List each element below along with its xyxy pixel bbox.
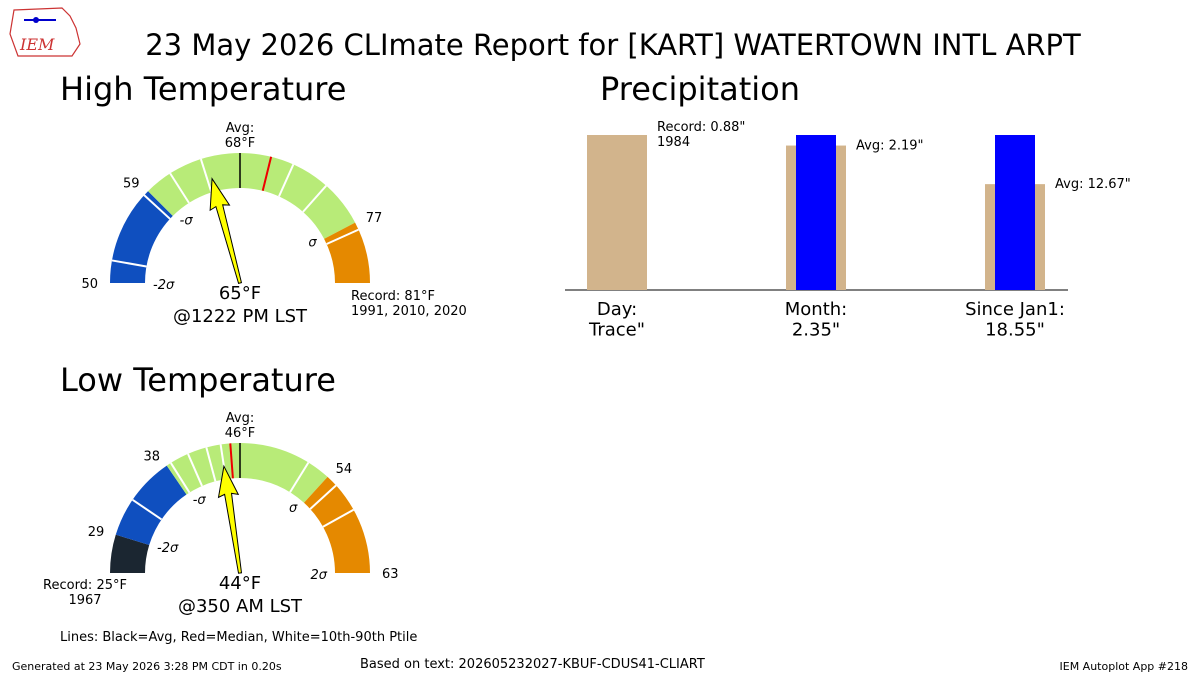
x-tick-label: Day: Trace" (588, 299, 645, 341)
gauge-tick-label: 63 (382, 567, 399, 582)
footer-center: Based on text: 202605232027-KBUF-CDUS41-… (360, 657, 705, 672)
logo: IEM (9, 7, 81, 57)
value-label: 65°F (219, 283, 261, 304)
reference-bar (587, 135, 647, 290)
time-label: @350 AM LST (178, 596, 303, 617)
gauge-title: High Temperature (60, 70, 346, 108)
value-label: 44°F (219, 573, 261, 594)
sigma-label: σ (289, 501, 298, 516)
gauge-band (324, 222, 370, 283)
value-label: Avg: 12.67" (1055, 177, 1131, 192)
logo-text: IEM (19, 35, 55, 54)
percentile-line (326, 228, 359, 245)
gauge-tick-label: 29 (88, 525, 105, 540)
legend-note: Lines: Black=Avg, Red=Median, White=10th… (60, 630, 417, 645)
gauge-tick-label: 50 (81, 277, 98, 292)
record-label: Record: 25°F 1967 (43, 578, 127, 608)
sigma-label: σ (308, 236, 317, 251)
gauge-tick-label: 59 (123, 177, 140, 192)
observed-bar (796, 135, 836, 290)
percentile-line (322, 508, 355, 528)
median-line (229, 443, 234, 479)
percentile-line (205, 447, 217, 482)
percentile-line (309, 484, 337, 510)
record-label: Record: 81°F 1991, 2010, 2020 (351, 289, 467, 319)
percentile-line (143, 194, 171, 220)
page-title: 23 May 2026 CLImate Report for [KART] WA… (145, 28, 1081, 62)
x-tick-label: Since Jan1: 18.55" (965, 299, 1065, 341)
gauge-band (166, 442, 328, 503)
percentile-line (278, 164, 295, 197)
sigma-label: 2σ (310, 568, 327, 583)
x-tick-label: Month: 2.35" (785, 299, 847, 341)
percentile-line (111, 259, 147, 268)
gauge-tick-label: 54 (336, 462, 353, 477)
needle (217, 464, 243, 574)
footer-right: IEM Autoplot App #218 (1060, 660, 1189, 673)
percentile-line (199, 158, 213, 193)
sigma-label: -2σ (153, 278, 175, 293)
avg-label: Avg: 68°F (225, 121, 256, 151)
sigma-label: -2σ (157, 541, 179, 556)
sigma-label: -σ (193, 493, 207, 508)
chart-title: Precipitation (600, 70, 800, 108)
needle (209, 177, 243, 284)
avg-label: Avg: 46°F (225, 411, 256, 441)
gauge-tick-label: 77 (366, 211, 383, 226)
gauge-band (110, 534, 150, 573)
gauge-tick-label: 38 (143, 450, 160, 465)
percentile-line (187, 453, 203, 487)
value-label: Record: 0.88" 1984 (657, 120, 745, 150)
logo-icon (33, 17, 39, 23)
percentile-line (169, 172, 190, 204)
gauge-title: Low Temperature (60, 361, 336, 399)
median-line (261, 156, 273, 191)
time-label: @1222 PM LST (173, 306, 308, 327)
value-label: Avg: 2.19" (856, 139, 924, 154)
percentile-line (169, 462, 191, 494)
observed-bar (995, 135, 1035, 290)
percentile-line (289, 461, 310, 493)
percentile-line (132, 498, 163, 521)
percentile-line (302, 185, 327, 213)
sigma-label: -σ (180, 214, 194, 229)
gauge-band (110, 191, 173, 283)
footer-left: Generated at 23 May 2026 3:28 PM CDT in … (12, 660, 282, 673)
gauge-band (148, 153, 356, 239)
gauge-band (115, 465, 187, 545)
